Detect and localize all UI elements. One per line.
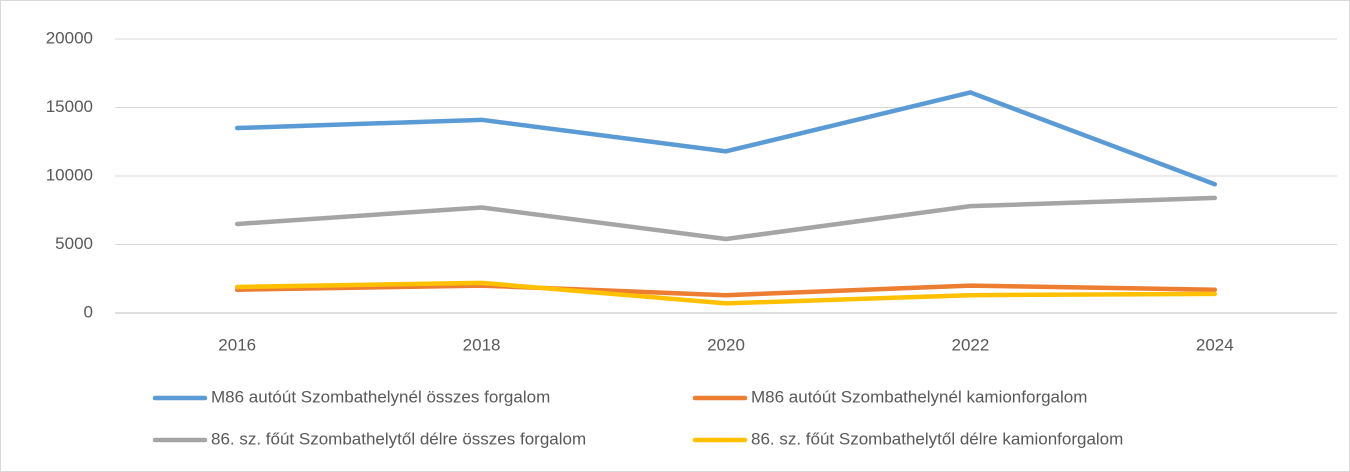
series-line (234, 283, 1218, 298)
y-tick-label: 10000 (46, 165, 93, 184)
y-tick-label: 0 (84, 302, 93, 321)
series-line (234, 195, 1218, 242)
y-tick-label: 20000 (46, 28, 93, 47)
y-tick-label: 5000 (55, 234, 93, 253)
x-tick-label: 2022 (951, 335, 989, 354)
x-tick-label: 2016 (218, 335, 256, 354)
x-tick-label: 2018 (463, 335, 501, 354)
series-line (234, 280, 1218, 306)
series-line (234, 90, 1218, 187)
x-tick-label: 2024 (1196, 335, 1234, 354)
legend-label: M86 autóút Szombathelynél kamionforgalom (751, 387, 1087, 406)
legend-label: 86. sz. főút Szombathelytől délre összes… (211, 429, 586, 448)
legend-label: 86. sz. főút Szombathelytől délre kamion… (751, 429, 1123, 448)
legend-label: M86 autóút Szombathelynél összes forgalo… (211, 387, 550, 406)
x-tick-label: 2020 (707, 335, 745, 354)
y-tick-label: 15000 (46, 97, 93, 116)
